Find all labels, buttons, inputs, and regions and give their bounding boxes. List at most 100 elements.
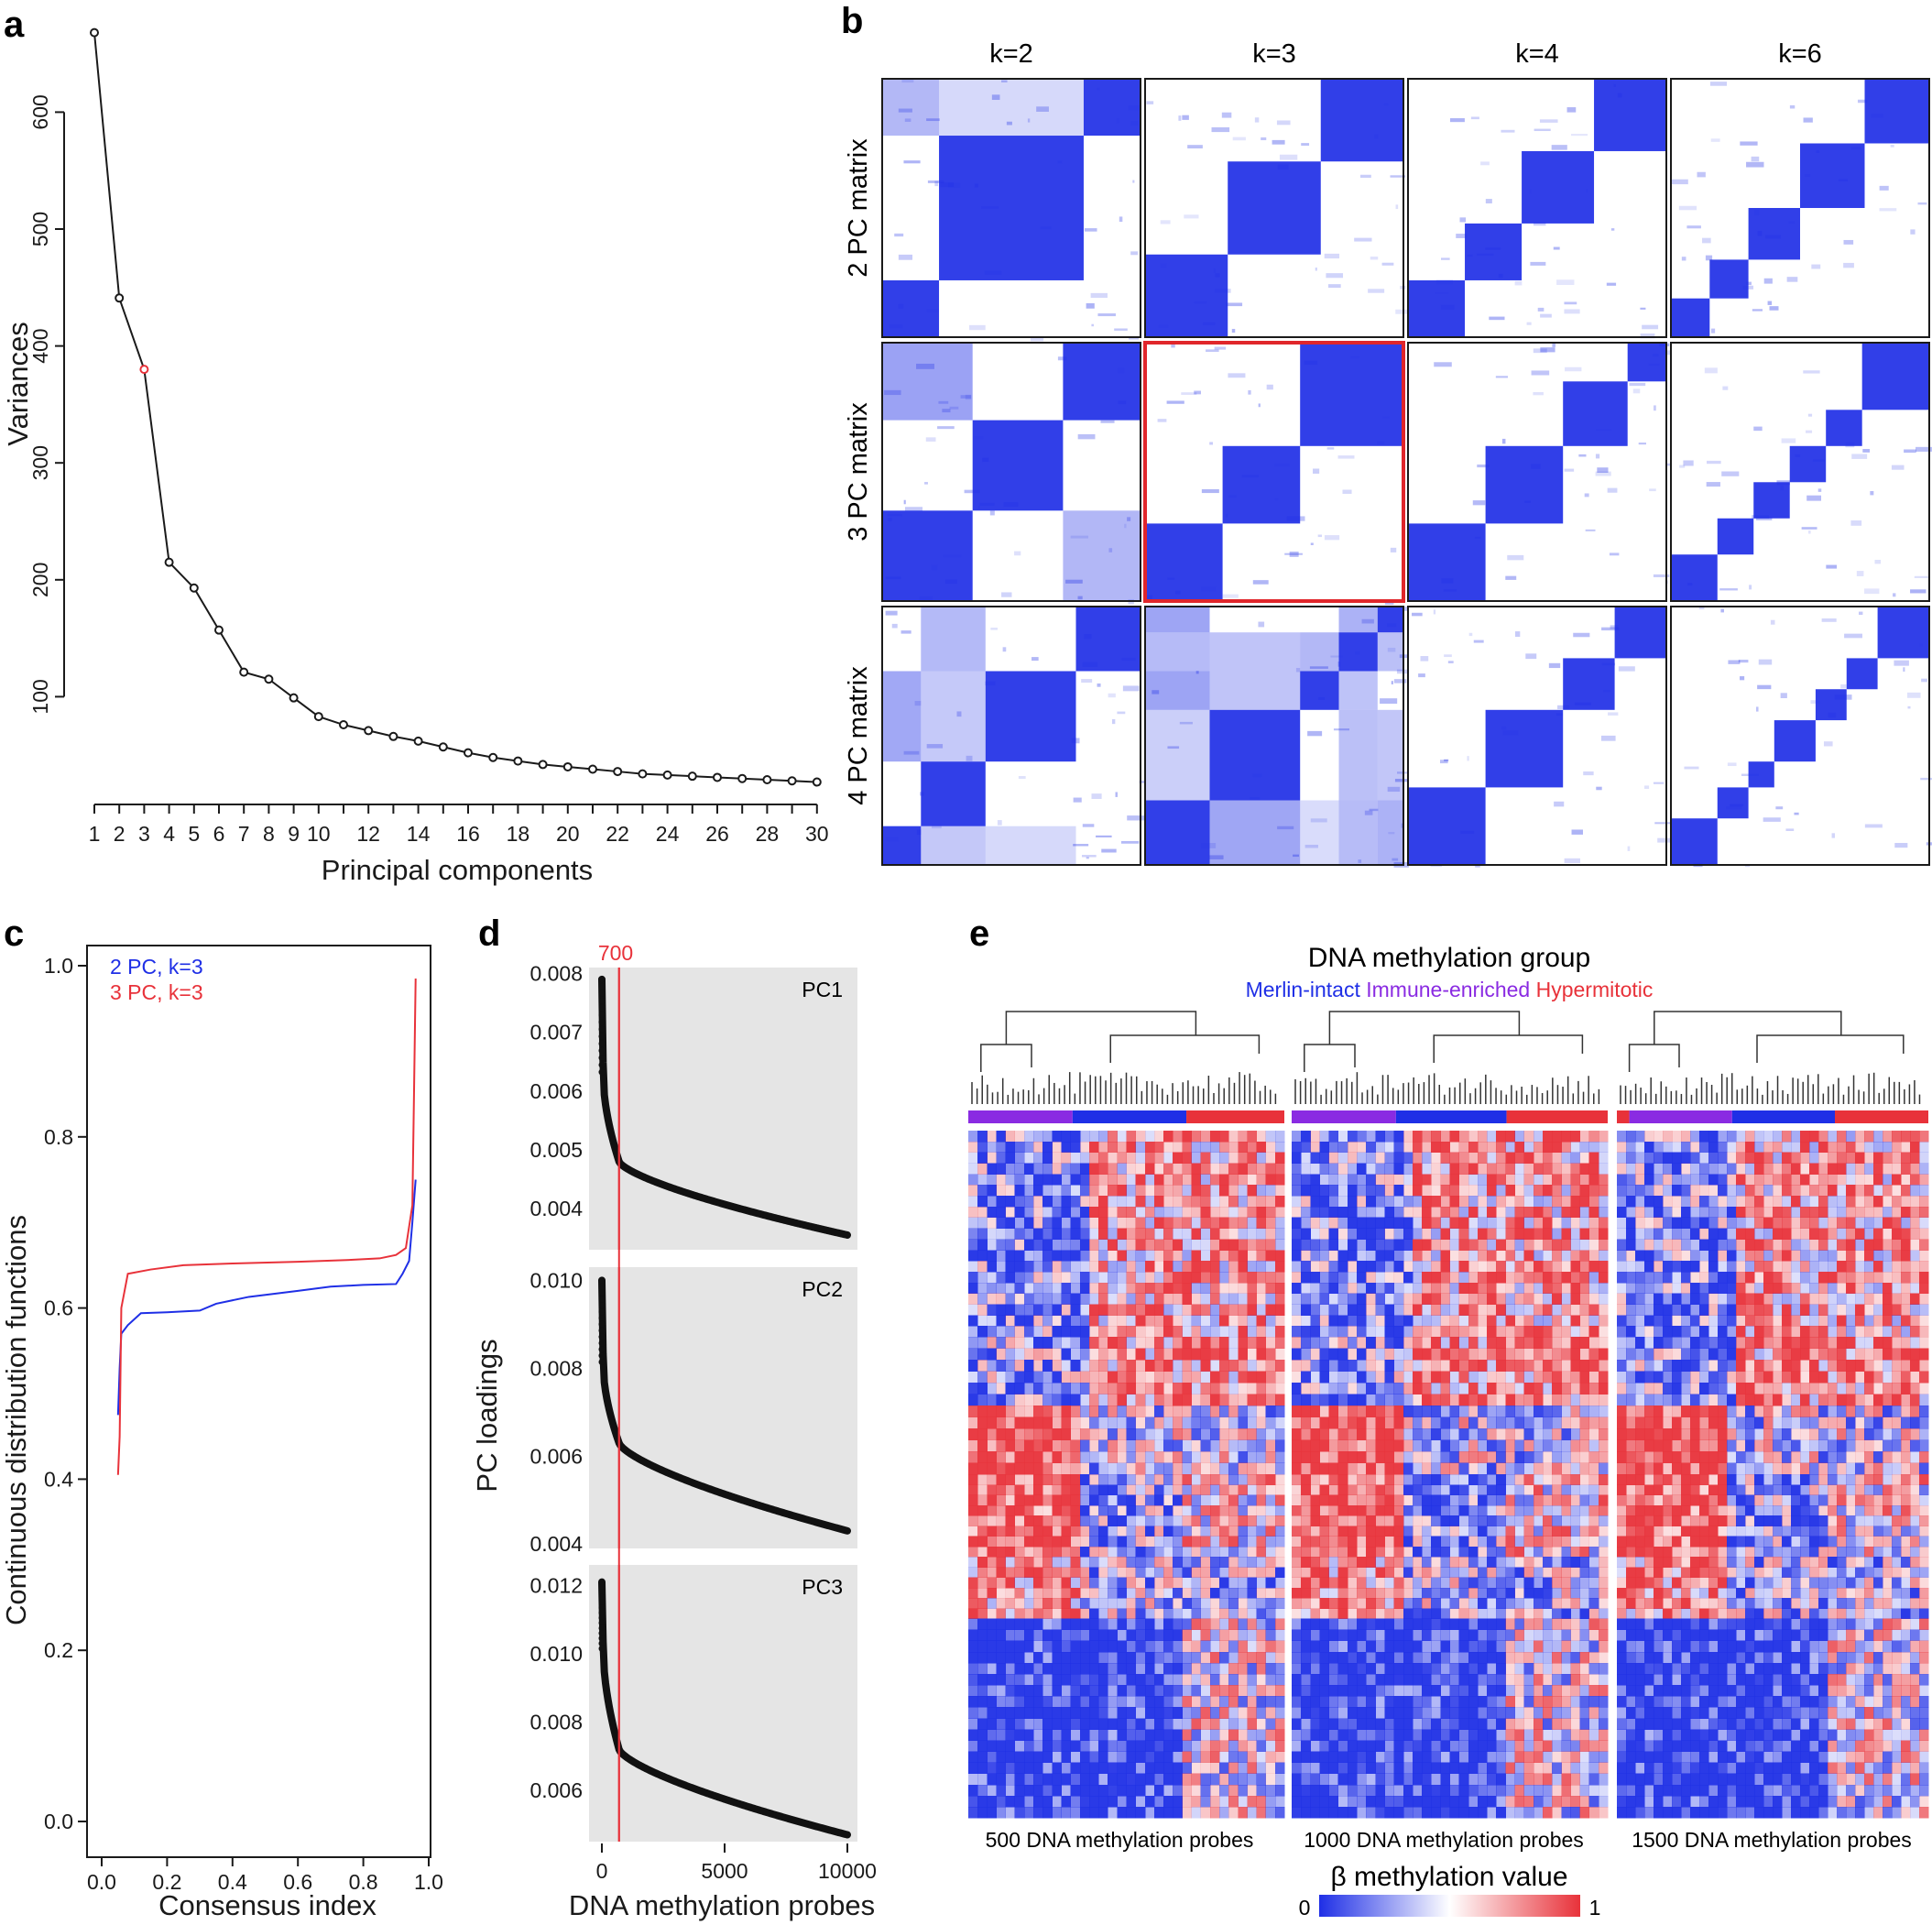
e-heat-cell (1033, 1577, 1043, 1589)
e-heat-cell (1422, 1394, 1432, 1406)
b-matrix-frame (1670, 78, 1930, 338)
e-heat-cell (1347, 1546, 1358, 1558)
b-matrix-noise (1775, 806, 1784, 810)
e-heat-cell (1153, 1185, 1164, 1197)
e-heat-cell (1505, 1608, 1516, 1619)
d-ytick-label: 0.006 (529, 1778, 583, 1802)
e-heat-cell (968, 1206, 978, 1219)
b-matrix-noise (1370, 257, 1379, 260)
e-heat-cell (1552, 1608, 1562, 1619)
e-heat-cell (1496, 1163, 1506, 1175)
b-matrix-noise (1601, 627, 1620, 631)
e-heat-cell (1523, 1383, 1534, 1395)
b-matrix-noise (1584, 493, 1589, 498)
e-heat-cell (1301, 1394, 1311, 1406)
e-heat-cell (1477, 1261, 1488, 1273)
d-loading-point (598, 1296, 606, 1303)
e-heat-cell (1561, 1696, 1571, 1708)
e-heat-cell (1191, 1526, 1202, 1537)
e-dendro-branch (1109, 1034, 1261, 1063)
e-heat-cell (996, 1163, 1007, 1175)
e-heat-cell (1347, 1718, 1358, 1730)
e-heat-cell (1088, 1795, 1099, 1808)
e-heat-cell (1393, 1587, 1404, 1599)
e-heat-cell (1088, 1326, 1099, 1338)
b-row-label: 3 PC matrix (844, 402, 873, 541)
e-heat-cell (1403, 1228, 1414, 1240)
e-heat-cell (1042, 1729, 1053, 1741)
e-heat-cell (1079, 1494, 1090, 1506)
e-heat-cell (1403, 1729, 1414, 1741)
b-matrix-noise (927, 180, 944, 183)
e-heat-cell (996, 1293, 1007, 1305)
e-heat-cell (1135, 1185, 1146, 1197)
e-heat-cell (1191, 1462, 1202, 1475)
e-heat-cell (1209, 1428, 1220, 1440)
e-heat-cell (1126, 1282, 1137, 1295)
e-heat-cell (1431, 1546, 1441, 1558)
e-heat-cell (1347, 1587, 1358, 1599)
e-heat-cell (1163, 1494, 1173, 1506)
b-matrix-offblock (1145, 607, 1210, 633)
e-heat-cell (1042, 1239, 1053, 1251)
e-heat-cell (1209, 1315, 1220, 1327)
e-heat-cell (1014, 1598, 1025, 1609)
e-heat-cell (1098, 1806, 1108, 1819)
e-heat-cell (1523, 1261, 1534, 1273)
e-heat-cell (1209, 1526, 1220, 1537)
e-heat-cell (1126, 1439, 1137, 1452)
e-heat-cell (1052, 1206, 1062, 1219)
e-heat-cell (1135, 1206, 1146, 1219)
e-heat-cell (1579, 1131, 1590, 1143)
e-heat-cell (1238, 1718, 1248, 1730)
b-matrix-noise (1295, 668, 1301, 673)
e-heat-cell (1182, 1174, 1193, 1186)
e-heat-cell (1570, 1304, 1581, 1316)
e-heat-cell (968, 1773, 978, 1786)
e-heat-cell (1449, 1640, 1460, 1653)
b-matrix-noise (1272, 139, 1285, 145)
e-heat-cell (1108, 1271, 1118, 1284)
e-heat-cell (1088, 1371, 1099, 1384)
e-heat-cell (1310, 1651, 1320, 1664)
e-heat-cell (1023, 1131, 1034, 1143)
e-heat-cell (1061, 1217, 1072, 1230)
e-heat-cell (1042, 1217, 1053, 1230)
e-heat-cell (1579, 1405, 1590, 1417)
e-heat-cell (1070, 1239, 1081, 1251)
e-heat-cell (1431, 1608, 1441, 1619)
e-group-hypermitotic: Hypermitotic (1536, 978, 1654, 1001)
e-heat-cell (1247, 1784, 1258, 1797)
a-variance-line (93, 32, 817, 783)
e-heat-cell (1412, 1315, 1423, 1327)
e-heat-cell (1088, 1337, 1099, 1349)
d-loading-point (598, 1068, 606, 1076)
e-heat-cell (1079, 1360, 1090, 1372)
e-heat-cell (1542, 1250, 1553, 1262)
e-heat-cell (1209, 1696, 1220, 1708)
e-heat-cell (987, 1567, 997, 1578)
e-heat-cell (1209, 1217, 1220, 1230)
e-heat-cell (1319, 1598, 1330, 1609)
e-heat-cell (996, 1337, 1007, 1349)
e-heat-cell (1477, 1239, 1488, 1251)
e-heat-cell (1098, 1546, 1108, 1558)
panel-letter-e: e (969, 913, 989, 954)
e-heat-cell (1579, 1293, 1590, 1305)
e-heat-cell (1588, 1131, 1599, 1143)
e-heat-cell (1042, 1474, 1053, 1485)
e-heat-cell (1487, 1439, 1497, 1452)
b-matrix-noise (1571, 829, 1583, 835)
e-heat-cell (1005, 1629, 1016, 1642)
e-heat-cell (1135, 1567, 1146, 1578)
e-heat-cell (1357, 1696, 1367, 1708)
e-heat-cell (1384, 1185, 1395, 1197)
e-heat-cell (1117, 1371, 1127, 1384)
e-heat-cell (1366, 1707, 1376, 1719)
e-heat-cell (1393, 1729, 1404, 1741)
e-heat-cell (1310, 1557, 1320, 1568)
b-matrix-noise (1277, 826, 1294, 830)
e-heat-cell (1023, 1629, 1034, 1642)
e-heat-cell (1238, 1282, 1248, 1295)
d-loading-point (598, 1047, 606, 1055)
